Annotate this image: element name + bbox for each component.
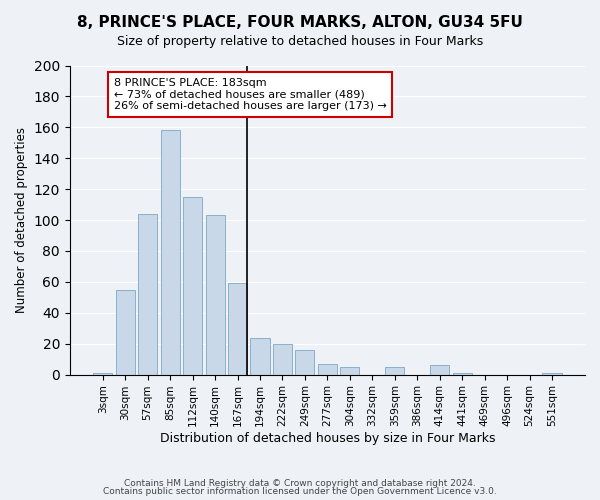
Bar: [93, 373, 112, 374]
Text: Size of property relative to detached houses in Four Marks: Size of property relative to detached ho…: [117, 35, 483, 48]
Bar: [542, 373, 562, 374]
Bar: [138, 214, 157, 374]
Bar: [250, 338, 269, 374]
Text: Contains public sector information licensed under the Open Government Licence v3: Contains public sector information licen…: [103, 487, 497, 496]
Bar: [273, 344, 292, 374]
Bar: [318, 364, 337, 374]
Bar: [183, 197, 202, 374]
Bar: [385, 367, 404, 374]
Text: 8 PRINCE'S PLACE: 183sqm
← 73% of detached houses are smaller (489)
26% of semi-: 8 PRINCE'S PLACE: 183sqm ← 73% of detach…: [114, 78, 387, 111]
Bar: [116, 290, 135, 374]
Bar: [161, 130, 179, 374]
Bar: [452, 373, 472, 374]
Bar: [228, 284, 247, 374]
Bar: [340, 367, 359, 374]
Text: Contains HM Land Registry data © Crown copyright and database right 2024.: Contains HM Land Registry data © Crown c…: [124, 478, 476, 488]
Bar: [295, 350, 314, 374]
X-axis label: Distribution of detached houses by size in Four Marks: Distribution of detached houses by size …: [160, 432, 495, 445]
Bar: [430, 366, 449, 374]
Y-axis label: Number of detached properties: Number of detached properties: [15, 127, 28, 313]
Bar: [206, 216, 224, 374]
Text: 8, PRINCE'S PLACE, FOUR MARKS, ALTON, GU34 5FU: 8, PRINCE'S PLACE, FOUR MARKS, ALTON, GU…: [77, 15, 523, 30]
